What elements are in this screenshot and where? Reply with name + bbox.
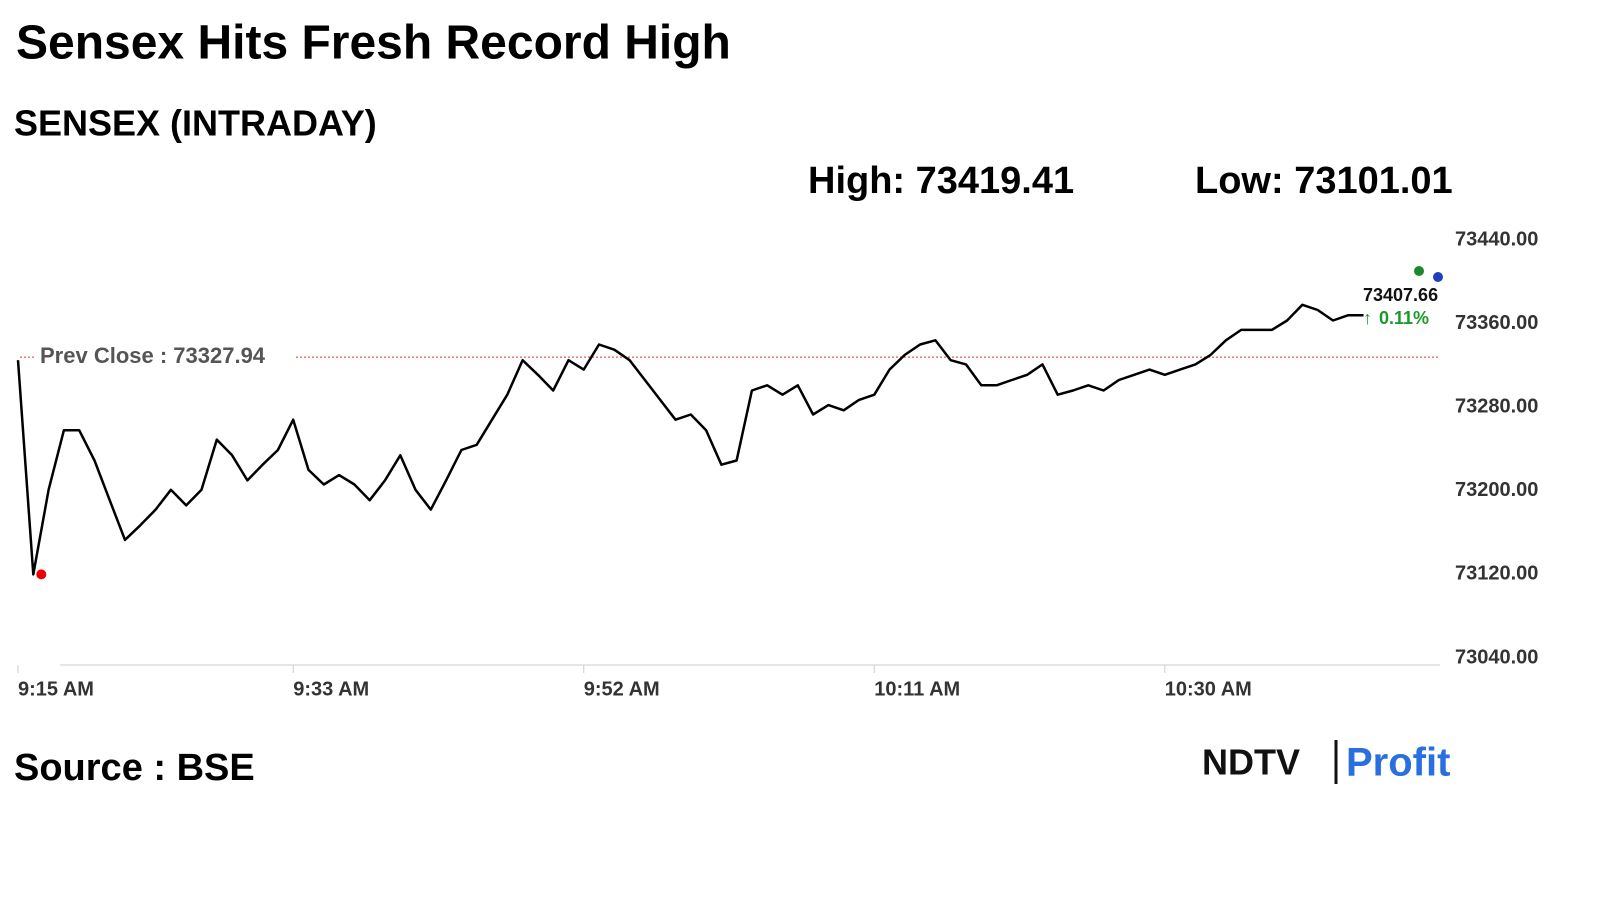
source: Source : BSE bbox=[14, 747, 255, 789]
y-tick-label: 73360.00 bbox=[1455, 312, 1538, 334]
last-change: 0.11% bbox=[1379, 308, 1429, 328]
last-arrow: ↑ bbox=[1363, 308, 1372, 328]
low-label: Low: 73101.01 bbox=[1195, 160, 1453, 202]
x-tick-label: 9:33 AM bbox=[293, 678, 369, 700]
chart-title: Sensex Hits Fresh Record High bbox=[16, 17, 731, 70]
brand-ndtv: NDTV bbox=[1202, 742, 1300, 783]
y-tick-label: 73280.00 bbox=[1455, 395, 1538, 417]
x-tick-label: 10:30 AM bbox=[1165, 678, 1252, 700]
y-tick-label: 73040.00 bbox=[1455, 646, 1538, 668]
y-tick-label: 73440.00 bbox=[1455, 228, 1538, 250]
prev-close-label: Prev Close : 73327.94 bbox=[40, 343, 266, 368]
low-point bbox=[36, 569, 47, 580]
brand-profit: Profit bbox=[1346, 741, 1450, 785]
high-label: High: 73419.41 bbox=[808, 160, 1074, 202]
x-tick-label: 9:52 AM bbox=[584, 678, 660, 700]
last-value: 73407.66 bbox=[1363, 285, 1438, 305]
chart-subtitle: SENSEX (INTRADAY) bbox=[14, 103, 377, 144]
dot-green bbox=[1414, 266, 1424, 276]
prev-close-bg bbox=[34, 343, 296, 372]
x-tick-label: 9:15 AM bbox=[18, 678, 94, 700]
y-tick-label: 73120.00 bbox=[1455, 563, 1538, 585]
x-tick-label: 10:11 AM bbox=[874, 678, 960, 700]
price-line bbox=[16, 303, 1364, 576]
dot-blue bbox=[1433, 272, 1443, 282]
y-tick-label: 73200.00 bbox=[1455, 479, 1538, 501]
